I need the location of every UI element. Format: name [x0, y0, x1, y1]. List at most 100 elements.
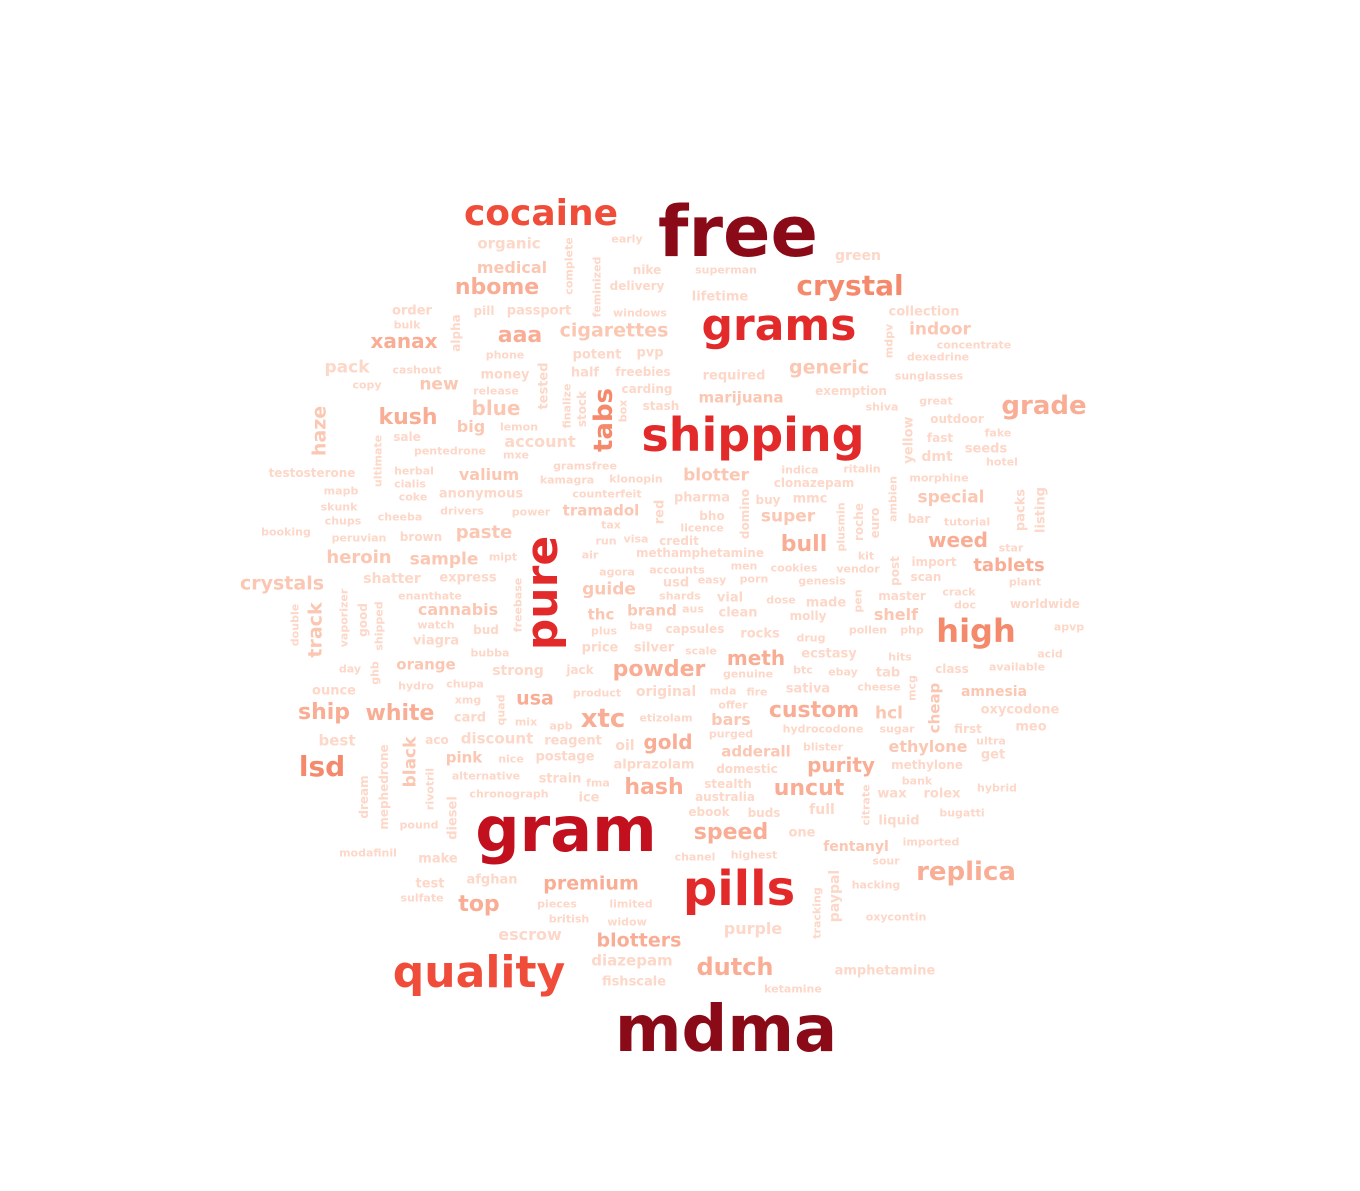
word-day: day — [338, 662, 362, 676]
word-ounce: ounce — [312, 683, 356, 699]
word-powder: powder — [612, 657, 706, 682]
word-orange: orange — [396, 655, 456, 674]
word-shelf: shelf — [873, 605, 919, 624]
word-ethylone: ethylone — [888, 737, 968, 756]
word-vaporizer: vaporizer — [337, 588, 351, 648]
word-passport: passport — [506, 303, 572, 319]
word-strong: strong — [492, 663, 544, 679]
word-import: import — [911, 555, 957, 569]
word-blotters: blotters — [596, 929, 682, 952]
word-usd: usd — [662, 575, 690, 591]
word-first: first — [954, 722, 982, 736]
word-dutch: dutch — [696, 953, 774, 981]
word-clonazepam: clonazepam — [773, 476, 855, 490]
word-tab: tab — [875, 665, 901, 681]
word-top: top — [458, 892, 500, 917]
word-bag: bag — [629, 619, 653, 633]
word-capsules: capsules — [665, 622, 725, 636]
word-dream: dream — [357, 775, 371, 819]
word-release: release — [473, 384, 519, 398]
word-post: post — [888, 556, 902, 586]
word-hacking: hacking — [851, 878, 901, 892]
word-buds: buds — [747, 806, 781, 820]
word-dose: dose — [766, 593, 796, 607]
word-limited: limited — [609, 897, 653, 911]
word-imported: imported — [902, 835, 960, 849]
word-dmt: dmt — [921, 449, 953, 465]
word-pen: pen — [851, 589, 865, 613]
word-run: run — [595, 534, 617, 548]
word-sunglasses: sunglasses — [894, 369, 964, 383]
word-morphine: morphine — [909, 471, 969, 485]
word-shiva: shiva — [865, 400, 899, 414]
word-green: green — [835, 248, 881, 264]
word-lemon: lemon — [499, 420, 539, 434]
word-australia: australia — [695, 790, 755, 804]
word-ebay: ebay — [828, 665, 858, 679]
word-fire: fire — [746, 685, 768, 699]
word-purged: purged — [708, 727, 754, 741]
word-brand: brand — [627, 601, 677, 620]
word-plant: plant — [1008, 575, 1042, 589]
word-jack: jack — [566, 663, 594, 677]
word-pharma: pharma — [673, 490, 731, 506]
word-order: order — [392, 303, 432, 319]
word-pills: pills — [682, 861, 796, 917]
word-custom: custom — [768, 698, 860, 723]
word-plus: plus — [590, 624, 618, 638]
word-meth: meth — [726, 646, 786, 670]
word-alprazolam: alprazolam — [613, 757, 695, 773]
word-new: new — [419, 374, 459, 395]
word-offer: offer — [718, 698, 748, 712]
word-shards: shards — [659, 589, 701, 603]
word-mapb: mapb — [323, 484, 359, 498]
word-crystal: crystal — [796, 269, 904, 302]
word-cialis: cialis — [394, 477, 426, 491]
word-usa: usa — [516, 687, 554, 710]
word-double: double — [288, 603, 302, 647]
word-collection: collection — [888, 304, 960, 320]
word-hybrid: hybrid — [977, 781, 1017, 795]
word-buy: buy — [755, 493, 781, 507]
word-molly: molly — [789, 609, 827, 623]
word-copy: copy — [352, 378, 382, 392]
word-pill: pill — [473, 304, 495, 318]
word-reagent: reagent — [544, 733, 602, 749]
word-watch: watch — [417, 618, 455, 632]
word-ebook: ebook — [688, 805, 730, 819]
word-postage: postage — [535, 749, 595, 765]
word-great: great — [919, 394, 953, 408]
word-drug: drug — [796, 631, 826, 645]
word-gramsfree: gramsfree — [553, 459, 617, 473]
word-rolex: rolex — [923, 786, 961, 802]
word-ice: ice — [578, 790, 600, 806]
word-kit: kit — [857, 549, 875, 563]
word-visa: visa — [623, 532, 649, 546]
word-cookies: cookies — [770, 561, 818, 575]
word-blister: blister — [802, 740, 844, 754]
word-sale: sale — [393, 430, 421, 444]
word-made: made — [805, 595, 847, 611]
word-afghan: afghan — [466, 872, 518, 888]
word-fma: fma — [586, 776, 610, 790]
word-viagra: viagra — [412, 633, 460, 649]
word-ship: ship — [297, 700, 351, 725]
word-packs: packs — [1013, 488, 1029, 532]
word-sugar: sugar — [879, 722, 915, 736]
word-clean: clean — [718, 605, 758, 621]
word-superman: superman — [695, 263, 757, 277]
word-alpha: alpha — [449, 314, 463, 352]
word-tracking: tracking — [810, 887, 824, 939]
word-master: master — [878, 589, 926, 603]
word-air: air — [581, 548, 599, 562]
word-valium: valium — [458, 465, 520, 484]
word-ultimate: ultimate — [371, 434, 385, 488]
word-oil: oil — [615, 738, 635, 754]
word-listing: listing — [1033, 487, 1049, 533]
word-white: white — [365, 701, 435, 726]
word-rivotril: rivotril — [423, 767, 437, 811]
word-one: one — [788, 825, 816, 841]
word-kush: kush — [378, 405, 438, 430]
word-purple: purple — [723, 919, 783, 938]
